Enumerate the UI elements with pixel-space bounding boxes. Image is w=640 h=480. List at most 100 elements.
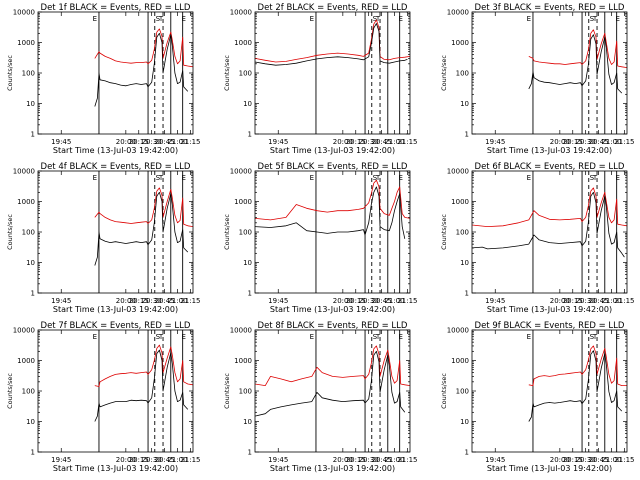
region-label: T: [592, 174, 598, 182]
x-tick-label: 20:45: [371, 297, 391, 305]
x-tick-label: 20:00: [333, 138, 353, 146]
y-axis-label: Counts/sec: [440, 214, 448, 250]
x-tick-label: 20:30: [359, 297, 379, 305]
y-tick-label: 1: [248, 290, 252, 298]
y-tick-label: 10000: [447, 168, 469, 176]
y-tick-label: 1000: [17, 198, 35, 206]
x-tick-label: 20:30: [576, 138, 596, 146]
y-tick-label: 1: [248, 131, 252, 139]
x-axis-label: Start Time (13-Jul-03 19:42:00): [487, 464, 612, 473]
region-label: S: [590, 15, 595, 23]
lld-series-line: [254, 345, 411, 387]
x-tick-label: 20:30: [576, 456, 596, 464]
y-tick-label: 1000: [451, 198, 469, 206]
lld-series-line: [528, 29, 628, 68]
y-tick-label: 10000: [230, 168, 252, 176]
x-tick-label: 20:00: [333, 456, 353, 464]
x-tick-label: 21:15: [180, 297, 200, 305]
region-label: T: [158, 174, 164, 182]
panel-title: Det 8f BLACK = Events, RED = LLD: [258, 321, 408, 331]
region-label: E: [310, 174, 314, 182]
x-tick-label: 21:00: [167, 138, 187, 146]
region-label: E: [181, 333, 185, 341]
x-tick-label: 21:15: [397, 456, 417, 464]
detector-panel-1: Det 1f BLACK = Events, RED = LLD Counts/s…: [6, 3, 201, 155]
region-label: E: [398, 333, 402, 341]
region-label: E: [93, 15, 97, 23]
x-tick-label: 19:45: [485, 138, 505, 146]
detector-panel-4: Det 4f BLACK = Events, RED = LLD Counts/s…: [6, 162, 201, 314]
panel-title: Det 4f BLACK = Events, RED = LLD: [41, 162, 191, 172]
y-tick-label: 10: [243, 418, 252, 426]
y-tick-label: 100: [22, 388, 35, 396]
x-tick-label: 19:45: [51, 138, 71, 146]
region-label: E: [398, 174, 402, 182]
x-tick-label: 20:30: [142, 456, 162, 464]
y-axis-label: Counts/sec: [440, 373, 448, 409]
x-axis-label: Start Time (13-Jul-03 19:42:00): [53, 464, 178, 473]
x-axis-label: Start Time (13-Jul-03 19:42:00): [53, 305, 178, 314]
detector-panel-6: Det 6f BLACK = Events, RED = LLD Counts/s…: [440, 162, 635, 314]
y-axis-label: Counts/sec: [223, 214, 231, 250]
x-tick-label: 20:15: [129, 456, 149, 464]
y-tick-label: 100: [456, 388, 469, 396]
x-tick-label: 20:45: [154, 297, 174, 305]
events-series-line: [94, 32, 189, 107]
lld-series-line: [254, 19, 411, 63]
x-tick-label: 21:15: [180, 138, 200, 146]
detector-panel-7: Det 7f BLACK = Events, RED = LLD Counts/s…: [6, 321, 201, 473]
y-tick-label: 10: [460, 418, 469, 426]
region-label: E: [181, 15, 185, 23]
region-label: T: [158, 15, 164, 23]
lld-series-line: [94, 187, 194, 227]
y-tick-label: 100: [456, 70, 469, 78]
x-tick-label: 20:00: [116, 456, 136, 464]
x-tick-label: 20:15: [346, 138, 366, 146]
detector-panel-3: Det 3f BLACK = Events, RED = LLD Counts/s…: [440, 3, 635, 155]
panel-title: Det 5f BLACK = Events, RED = LLD: [258, 162, 408, 172]
y-tick-label: 1: [465, 131, 469, 139]
lld-series-line: [471, 187, 628, 228]
x-tick-label: 20:00: [333, 297, 353, 305]
region-label: S: [590, 174, 595, 182]
region-label: E: [527, 15, 531, 23]
plot-frame: [254, 170, 411, 294]
y-tick-label: 10: [243, 259, 252, 267]
y-tick-label: 10: [243, 100, 252, 108]
plot-frame: [254, 329, 411, 453]
x-tick-label: 20:15: [129, 297, 149, 305]
x-tick-label: 20:15: [129, 138, 149, 146]
x-tick-label: 20:45: [154, 456, 174, 464]
y-tick-label: 100: [22, 70, 35, 78]
y-tick-label: 1000: [451, 357, 469, 365]
x-tick-label: 20:30: [142, 297, 162, 305]
x-tick-label: 21:15: [614, 138, 634, 146]
x-tick-label: 19:45: [268, 138, 288, 146]
plot-frame: [37, 11, 194, 135]
region-label: T: [375, 333, 381, 341]
panel-title: Det 9f BLACK = Events, RED = LLD: [475, 321, 625, 331]
y-tick-label: 1000: [234, 357, 252, 365]
y-tick-label: 10000: [447, 327, 469, 335]
detector-panel-9: Det 9f BLACK = Events, RED = LLD Counts/s…: [440, 321, 635, 473]
y-tick-label: 100: [456, 229, 469, 237]
y-tick-label: 1: [31, 131, 35, 139]
region-label: S: [373, 15, 378, 23]
y-tick-label: 10: [26, 418, 35, 426]
y-tick-label: 10: [460, 259, 469, 267]
y-axis-label: Counts/sec: [6, 214, 14, 250]
y-tick-label: 1: [248, 449, 252, 457]
x-tick-label: 20:45: [588, 297, 608, 305]
region-label: E: [181, 174, 185, 182]
x-tick-label: 19:45: [268, 297, 288, 305]
events-series-line: [254, 23, 408, 66]
x-tick-label: 21:15: [614, 456, 634, 464]
region-label: E: [527, 174, 531, 182]
x-tick-label: 20:45: [371, 138, 391, 146]
events-series-line: [254, 186, 406, 239]
x-tick-label: 21:00: [384, 297, 404, 305]
x-tick-label: 21:00: [167, 297, 187, 305]
region-label: E: [615, 174, 619, 182]
y-tick-label: 10: [26, 259, 35, 267]
events-series-line: [528, 350, 623, 422]
